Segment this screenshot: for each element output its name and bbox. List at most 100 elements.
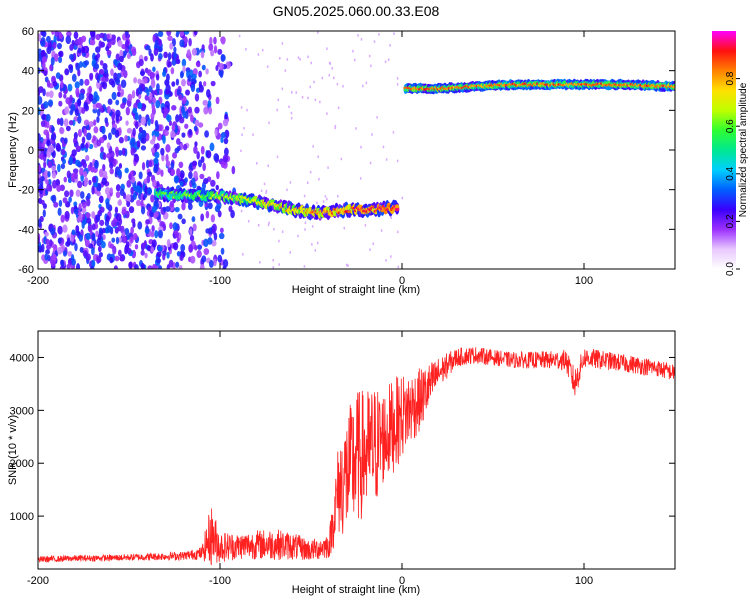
spectrogram-noise-speck xyxy=(272,259,274,262)
spectrogram-noise-speck xyxy=(104,68,109,75)
spectrogram-noise-speck xyxy=(401,196,404,200)
spectrogram-noise-speck xyxy=(144,227,150,235)
spectrogram-ytick-label: 60 xyxy=(22,26,34,38)
spectrogram-noise-speck xyxy=(41,56,48,63)
spectrogram-ylabel: Frequency (Hz) xyxy=(7,112,19,188)
spectrogram-noise-speck xyxy=(38,235,41,245)
spectrogram-noise-speck xyxy=(199,263,205,269)
spectrogram-noise-speck xyxy=(134,244,139,250)
spectrogram-noise-speck xyxy=(181,78,186,87)
spectrogram-noise-speck xyxy=(129,236,134,244)
spectrogram-noise-speck xyxy=(327,166,329,169)
spectrogram-noise-speck xyxy=(331,67,333,70)
spectrogram-noise-speck xyxy=(57,207,62,216)
spectrogram-noise-speck xyxy=(304,221,307,225)
spectrogram-noise-speck xyxy=(114,255,120,262)
spectrogram-noise-speck xyxy=(141,162,146,171)
spectrogram-noise-speck xyxy=(139,70,146,76)
spectrogram-noise-speck xyxy=(115,191,121,199)
spectrogram-noise-speck xyxy=(105,201,110,210)
spectrogram-noise-speck xyxy=(256,162,258,165)
spectrogram-noise-speck xyxy=(42,88,46,97)
spectrogram-noise-speck xyxy=(167,52,172,61)
spectrogram-noise-speck xyxy=(198,84,204,93)
spectrogram-noise-speck xyxy=(46,46,52,55)
spectrogram-noise-speck xyxy=(152,34,157,43)
spectrogram-noise-speck xyxy=(178,116,185,124)
snr-xtick-label: 100 xyxy=(575,575,593,587)
spectrogram-noise-speck xyxy=(121,147,126,156)
spectrogram-noise-speck xyxy=(124,167,129,174)
spectrogram-noise-speck xyxy=(173,51,177,59)
spectrogram-noise-speck xyxy=(152,179,157,188)
spectrogram-noise-speck xyxy=(238,34,241,38)
spectrogram-noise-speck xyxy=(313,80,315,84)
spectrogram-noise-speck xyxy=(91,223,96,231)
spectrogram-noise-speck xyxy=(243,127,245,130)
spectrogram-noise-speck xyxy=(78,203,82,210)
spectrogram-noise-speck xyxy=(166,31,172,37)
spectrogram-noise-speck xyxy=(194,244,198,251)
spectrogram-noise-speck xyxy=(276,108,278,112)
spectrogram-noise-speck xyxy=(169,200,175,208)
spectrogram-noise-speck xyxy=(93,119,97,126)
spectrogram-noise-speck xyxy=(53,201,59,208)
spectrogram-noise-speck xyxy=(189,234,195,242)
spectrogram-noise-speck xyxy=(222,154,229,163)
spectrogram-noise-speck xyxy=(247,220,250,223)
spectrogram-noise-speck xyxy=(382,145,385,149)
spectrogram-noise-speck xyxy=(196,151,200,160)
spectrogram-noise-speck xyxy=(328,74,330,77)
spectrogram-noise-speck xyxy=(260,189,263,193)
spectrogram-noise-speck xyxy=(188,128,193,136)
snr-ytick-label: 2000 xyxy=(10,458,34,470)
spectrogram-noise-speck xyxy=(58,199,63,207)
spectrogram-noise-speck xyxy=(201,44,205,51)
spectrogram-noise-speck xyxy=(113,265,118,269)
spectrogram-noise-speck xyxy=(362,84,364,88)
spectrogram-noise-speck xyxy=(213,45,218,54)
spectrogram-noise-speck xyxy=(193,125,198,132)
spectrogram-noise-speck xyxy=(50,126,55,132)
spectrogram-noise-speck xyxy=(213,258,217,267)
spectrogram-noise-speck xyxy=(109,257,114,264)
spectrogram-noise-speck xyxy=(47,160,53,169)
spectrogram-noise-speck xyxy=(120,88,125,97)
spectrogram-noise-speck xyxy=(217,48,223,55)
spectrogram-noise-speck xyxy=(252,133,254,136)
spectrogram-noise-speck xyxy=(200,213,205,222)
spectrogram-noise-speck xyxy=(137,86,143,95)
spectrogram-noise-speck xyxy=(140,262,145,269)
spectrogram-noise-speck xyxy=(87,224,93,233)
spectrogram-noise-speck xyxy=(217,210,222,218)
spectrogram-noise-speck xyxy=(118,136,124,144)
spectrogram-noise-speck xyxy=(219,227,224,234)
spectrogram-noise-speck xyxy=(326,47,328,50)
snr-line-layer xyxy=(38,347,675,566)
spectrogram-noise-speck xyxy=(93,181,99,188)
spectrogram-noise-speck xyxy=(125,120,129,126)
spectrogram-noise-speck xyxy=(56,184,62,192)
spectrogram-noise-speck xyxy=(194,141,198,147)
spectrogram-noise-speck xyxy=(115,149,119,158)
spectrogram-noise-speck xyxy=(342,84,344,88)
spectrogram-noise-speck xyxy=(75,145,80,151)
spectrogram-noise-speck xyxy=(123,69,128,79)
spectrogram-xtick-label: -200 xyxy=(27,275,49,287)
spectrogram-noise-speck xyxy=(81,35,87,43)
spectrogram-noise-speck xyxy=(111,237,116,243)
spectrogram-noise-speck xyxy=(102,81,108,90)
spectrogram-noise-speck xyxy=(57,237,62,244)
spectrogram-noise-speck xyxy=(143,178,148,185)
spectrogram-noise-speck xyxy=(182,65,186,74)
spectrogram-noise-speck xyxy=(179,254,184,261)
spectrogram-noise-speck xyxy=(307,96,309,100)
spectrogram-noise-speck xyxy=(84,103,88,110)
spectrogram-noise-speck xyxy=(77,47,82,54)
spectrogram-noise-speck xyxy=(83,128,87,137)
spectrogram-noise-speck xyxy=(134,121,139,130)
spectrogram-noise-speck xyxy=(73,208,79,215)
spectrogram-noise-speck xyxy=(164,79,170,87)
spectrogram-noise-speck xyxy=(157,46,163,53)
snr-ytick-label: 1000 xyxy=(10,511,34,523)
